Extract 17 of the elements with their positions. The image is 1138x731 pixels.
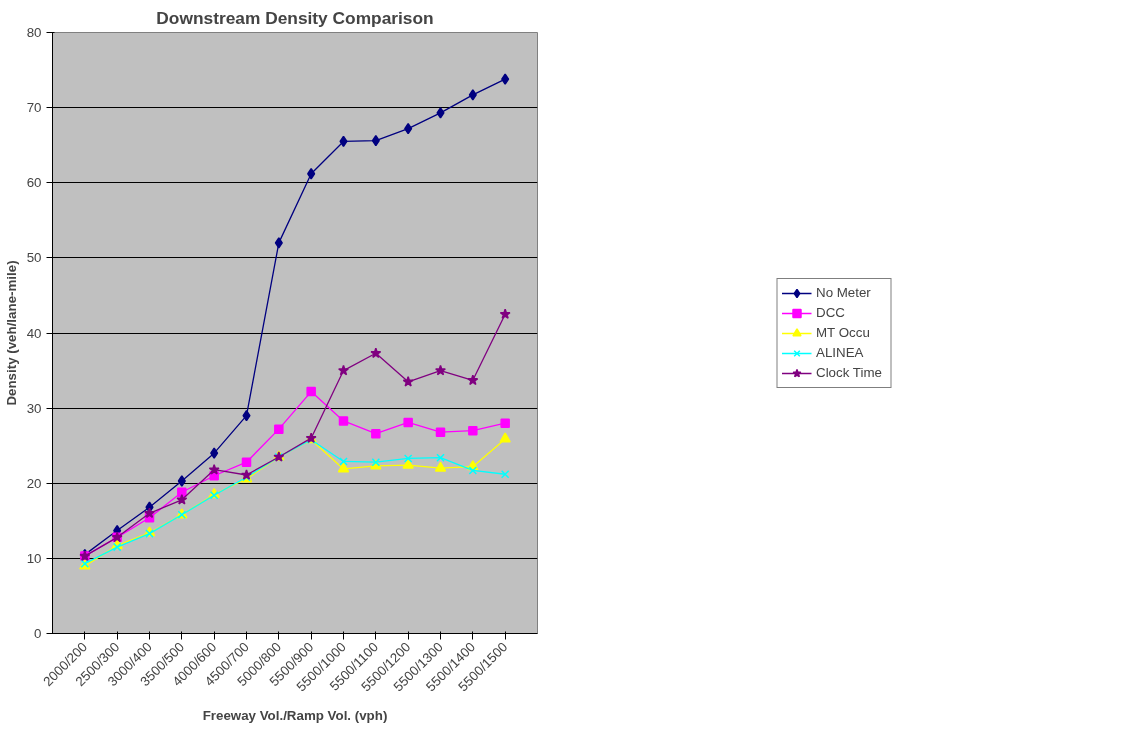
x-axis-title: Freeway Vol./Ramp Vol. (vph) [202,707,388,723]
y-tick-label: 50 [26,250,42,266]
y-tick-label: 0 [34,626,42,641]
legend-label: DCC [816,305,846,320]
y-axis-title: Density (veh/lane-mile) [3,260,19,406]
y-tick-label: 40 [26,325,42,341]
legend-label: MT Occu [816,325,871,340]
y-tick-label: 80 [26,25,42,40]
y-tick-label: 20 [26,475,42,491]
y-tick-label: 30 [26,400,42,416]
y-tick-label: 10 [26,550,42,566]
chart-title: Downstream Density Comparison [156,7,434,28]
legend-label: ALINEA [816,345,865,360]
y-tick-label: 70 [26,100,42,116]
y-tick-label: 60 [26,175,42,191]
legend-label: No Meter [816,285,872,300]
legend-label: Clock Time [816,365,883,380]
